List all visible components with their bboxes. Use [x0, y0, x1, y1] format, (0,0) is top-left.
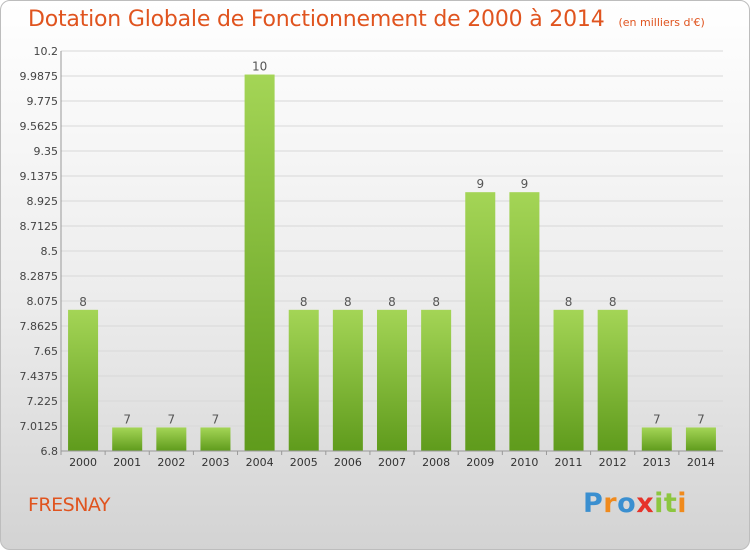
bar	[200, 427, 231, 451]
bar-value-label: 10	[252, 60, 267, 74]
logo-letter: P	[583, 488, 604, 519]
x-tick-label: 2009	[466, 456, 494, 469]
bar-value-label: 7	[653, 412, 661, 426]
y-tick-label: 7.4375	[20, 370, 59, 383]
x-tick-label: 2001	[113, 456, 141, 469]
bar	[553, 309, 584, 451]
bar-value-label: 7	[123, 412, 131, 426]
bar-value-label: 7	[212, 412, 220, 426]
bar-value-label: 8	[388, 295, 396, 309]
chart-title: Dotation Globale de Fonctionnement de 20…	[28, 7, 605, 32]
bar-value-label: 9	[521, 177, 529, 191]
x-tick-label: 2007	[378, 456, 406, 469]
chart-subtitle: (en milliers d'€)	[618, 16, 705, 29]
bar	[465, 192, 496, 452]
y-tick-label: 8.2875	[20, 270, 59, 283]
y-tick-label: 8.7125	[20, 220, 59, 233]
x-tick-label: 2011	[555, 456, 583, 469]
bar	[288, 309, 319, 451]
title-line: Dotation Globale de Fonctionnement de 20…	[28, 7, 705, 32]
x-tick-label: 2005	[290, 456, 318, 469]
logo-letter: i	[677, 488, 688, 519]
y-tick-label: 9.9875	[20, 70, 59, 83]
place-name: FRESNAY	[28, 494, 111, 516]
logo-letter: i	[654, 488, 664, 519]
logo-letter: r	[603, 488, 618, 519]
proxiti-logo[interactable]: Proxiti	[583, 488, 687, 519]
x-tick-label: 2010	[510, 456, 538, 469]
bar-value-label: 8	[609, 295, 617, 309]
x-tick-label: 2002	[157, 456, 185, 469]
x-tick-label: 2003	[201, 456, 229, 469]
y-tick-label: 9.5625	[20, 120, 59, 133]
bar	[332, 309, 363, 451]
bar-value-label: 9	[476, 177, 484, 191]
y-tick-label: 7.225	[27, 395, 59, 408]
y-tick-label: 9.35	[34, 145, 59, 158]
bar-value-label: 8	[565, 295, 573, 309]
bar	[376, 309, 408, 451]
bar	[685, 427, 716, 451]
y-tick-label: 10.2	[34, 45, 59, 58]
bar-value-label: 8	[344, 295, 352, 309]
bar	[112, 427, 143, 451]
x-tick-label: 2013	[643, 456, 671, 469]
x-tick-label: 2000	[69, 456, 97, 469]
bar	[156, 427, 187, 451]
y-tick-label: 8.925	[27, 195, 59, 208]
bar	[509, 192, 540, 452]
bar	[597, 309, 628, 451]
y-tick-label: 7.0125	[20, 420, 59, 433]
y-tick-label: 8.5	[41, 245, 59, 258]
x-tick-label: 2008	[422, 456, 450, 469]
bar-value-label: 8	[300, 295, 308, 309]
x-tick-label: 2004	[246, 456, 274, 469]
logo-letter: t	[663, 488, 678, 519]
bar	[641, 427, 672, 451]
x-tick-label: 2006	[334, 456, 362, 469]
y-tick-label: 7.65	[34, 345, 59, 358]
bar-value-label: 8	[432, 295, 440, 309]
bar	[421, 309, 452, 451]
y-tick-label: 6.8	[41, 445, 59, 458]
bar	[244, 74, 275, 451]
y-tick-label: 8.075	[27, 295, 59, 308]
bar-value-label: 8	[79, 295, 87, 309]
y-tick-label: 9.1375	[20, 170, 59, 183]
bar	[68, 309, 99, 451]
x-tick-label: 2012	[599, 456, 627, 469]
bar-value-label: 7	[168, 412, 176, 426]
bar-layer	[68, 74, 716, 452]
x-tick-label: 2014	[687, 456, 715, 469]
y-tick-label: 7.8625	[20, 320, 59, 333]
y-tick-label: 9.775	[27, 95, 59, 108]
logo-letter: x	[636, 488, 655, 519]
axis-layer: 6.8 7.0125 7.225 7.4375 7.65 7.8625 8.075 8.287…	[20, 45, 723, 469]
logo-letter: o	[617, 488, 637, 519]
bar-value-label: 7	[697, 412, 705, 426]
